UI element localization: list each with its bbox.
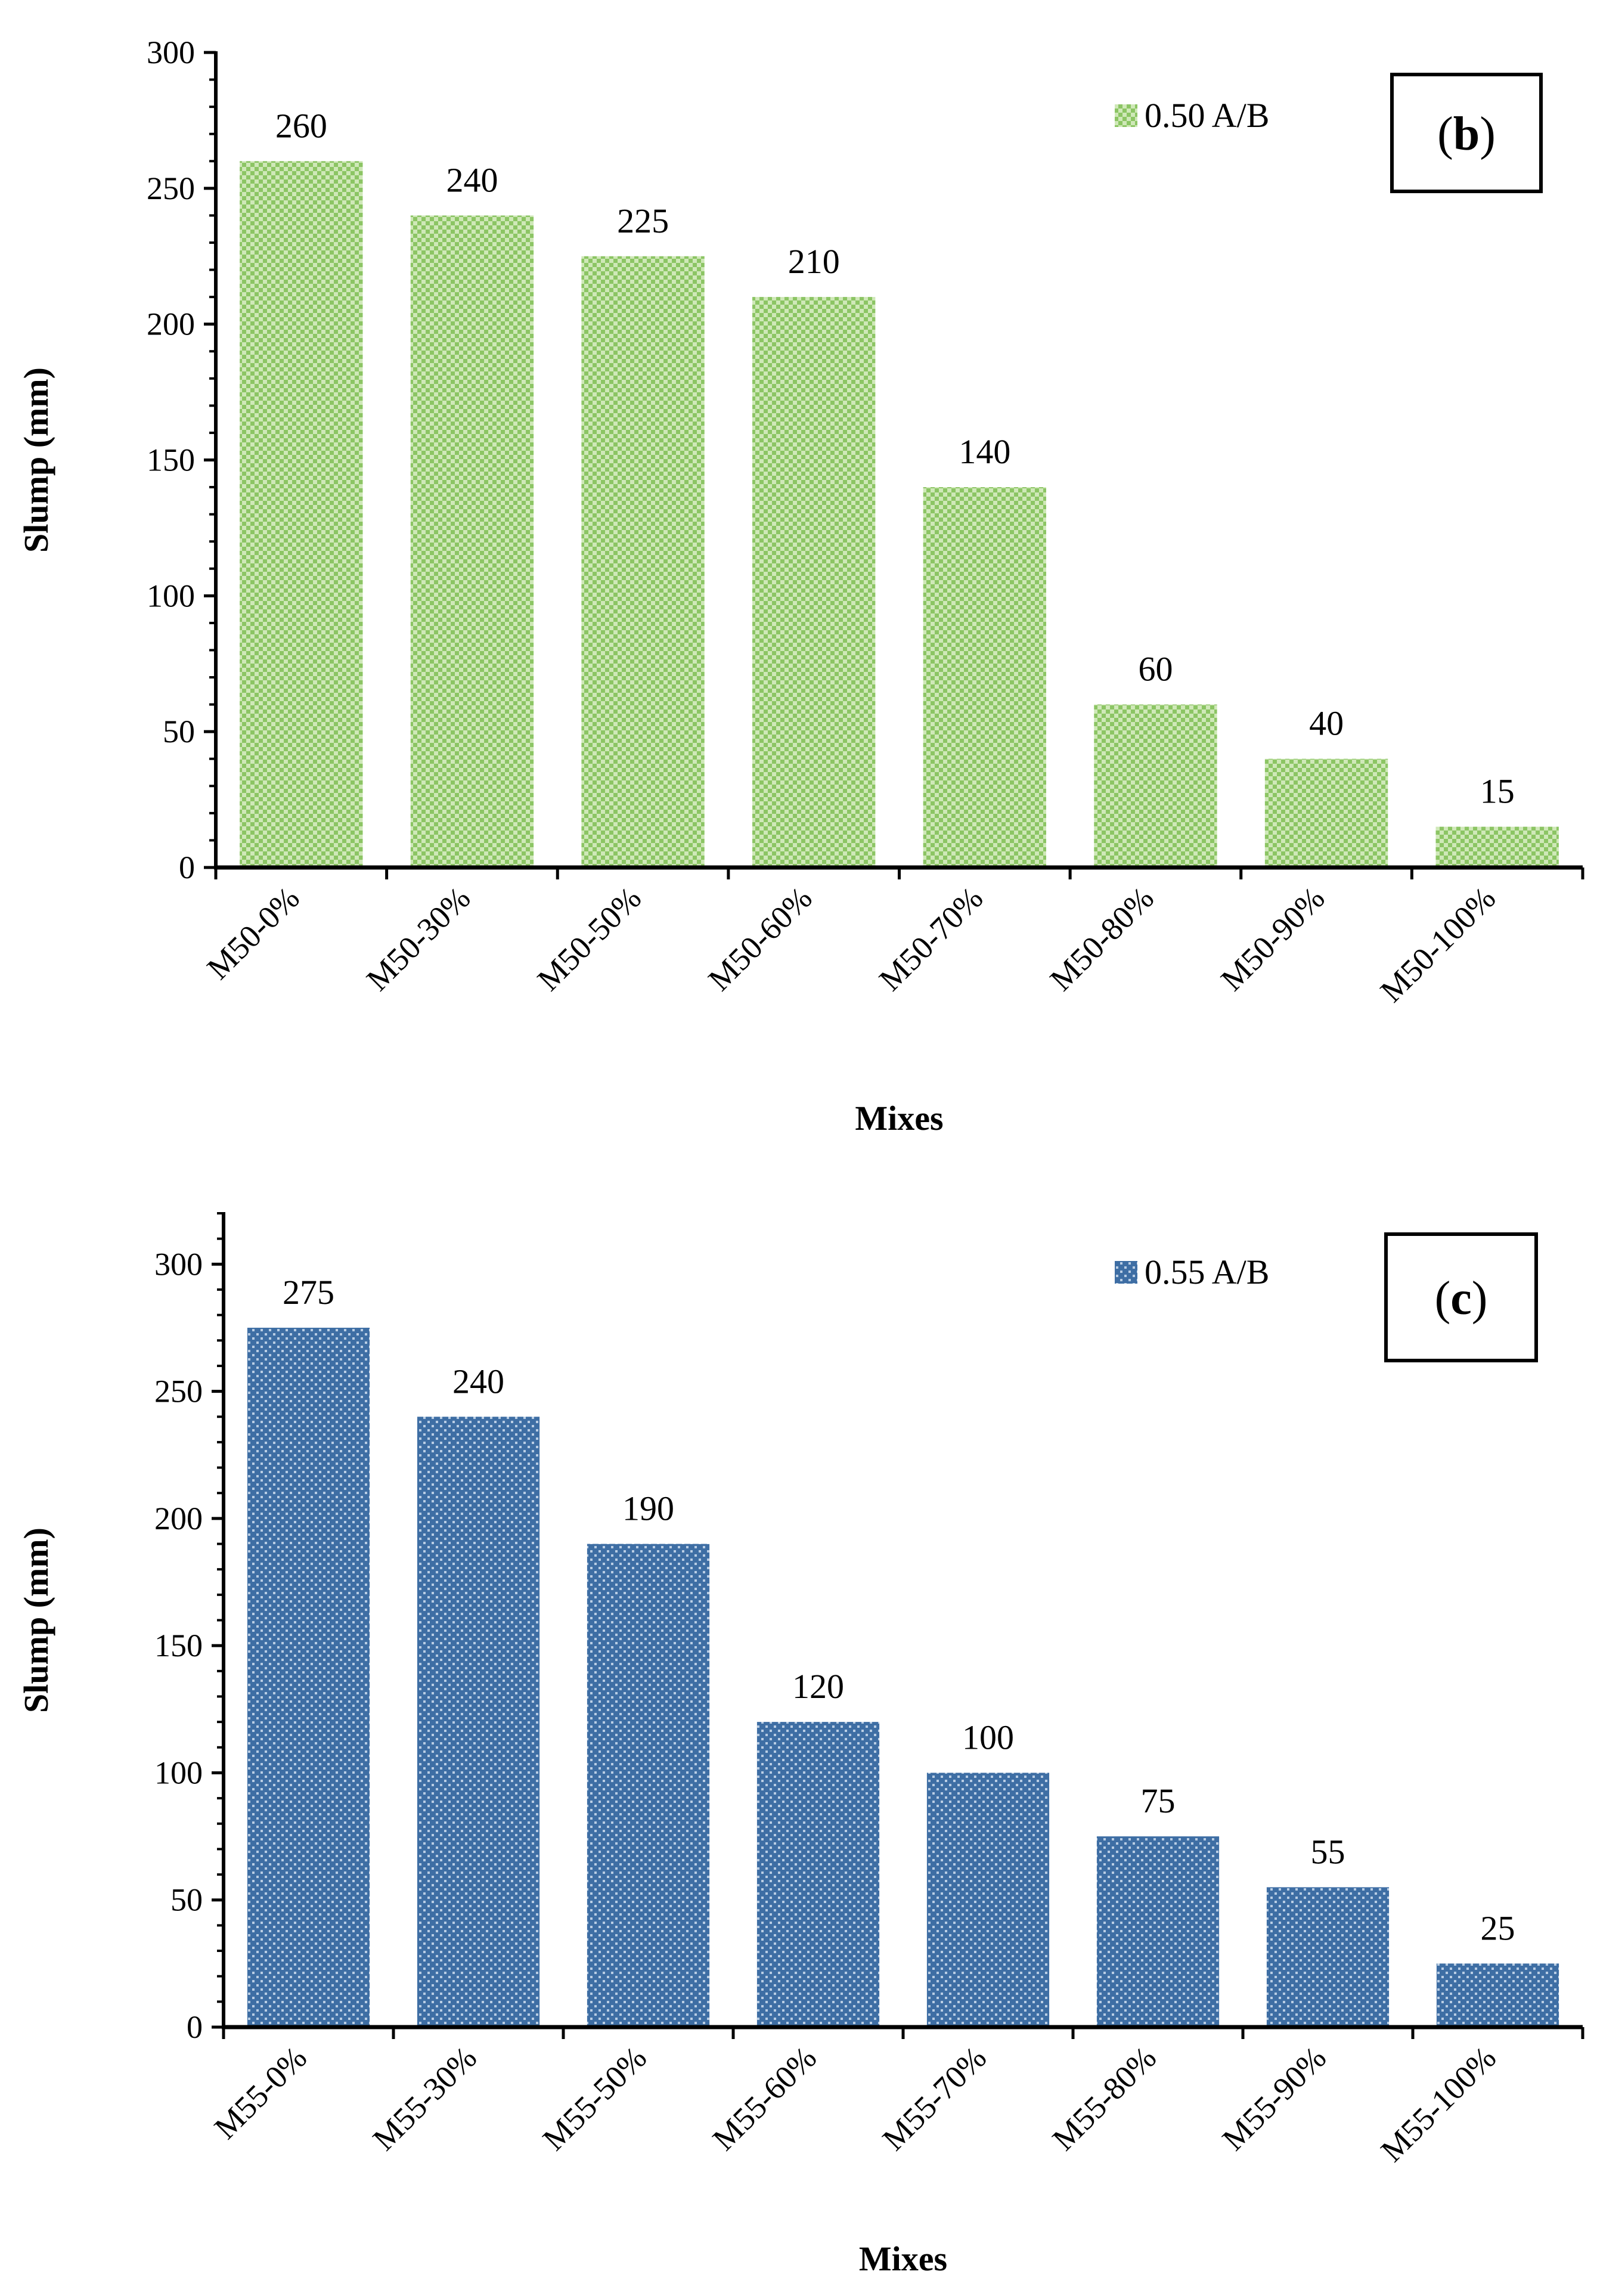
panel-label: (b) [1437,108,1496,160]
y-axis-title: Slump (mm) [17,367,55,553]
x-tick-label-M55-60%: M55-60% [706,2040,823,2157]
y-tick-label: 200 [154,1501,203,1536]
x-tick-label-M50-90%: M50-90% [1214,880,1331,997]
data-label-M50-100%: 15 [1480,772,1515,811]
x-tick-label-M50-0%: M50-0% [200,880,306,986]
x-tick-label-M55-30%: M55-30% [366,2040,483,2157]
x-tick-label-M50-70%: M50-70% [872,880,990,997]
x-tick-label-M50-100%: M50-100% [1373,880,1502,1009]
x-tick-label-M55-80%: M55-80% [1046,2040,1163,2157]
x-tick-label-M55-50%: M55-50% [536,2040,653,2157]
y-tick-label: 250 [147,171,195,206]
x-tick-label-M50-30%: M50-30% [359,880,477,997]
data-label-M55-100%: 25 [1481,1908,1515,1947]
data-label-M55-80%: 75 [1141,1781,1176,1820]
bar-M55-70% [926,1773,1050,2027]
bar-M50-70% [923,487,1046,867]
chart-panel-b: 260240225210140604015050100150200250300M… [17,35,1584,1138]
data-label-M50-90%: 40 [1309,704,1344,743]
bar-M55-60% [756,1722,880,2027]
data-label-M50-60%: 210 [788,242,840,281]
x-axis-title: Mixes [855,1099,943,1138]
data-label-M50-0%: 260 [275,106,327,145]
y-tick-label: 300 [154,1246,203,1282]
legend-label: 0.50 A/B [1145,96,1270,135]
y-tick-label: 100 [147,578,195,613]
x-tick-label-M55-70%: M55-70% [876,2040,993,2157]
data-label-M50-70%: 140 [959,432,1010,471]
legend-swatch [1115,104,1137,127]
bar-M55-90% [1266,1887,1390,2027]
bar-M50-0% [240,161,363,868]
data-label-M55-60%: 120 [792,1667,844,1706]
y-tick-label: 50 [163,714,195,749]
data-label-M55-70%: 100 [962,1718,1014,1756]
legend-label: 0.55 A/B [1145,1253,1270,1291]
bar-M55-50% [587,1544,710,2027]
data-label-M50-30%: 240 [446,160,498,199]
bar-M55-0% [247,1327,370,2027]
y-tick-label: 100 [154,1755,203,1790]
y-tick-label: 50 [170,1882,203,1918]
x-tick-label-M55-0%: M55-0% [207,2040,314,2146]
y-tick-label: 150 [154,1628,203,1663]
y-tick-label: 200 [147,306,195,342]
panel-label-box [1384,1232,1538,1362]
bar-M50-50% [581,256,705,867]
data-label-M55-30%: 240 [452,1362,504,1400]
bar-M55-80% [1096,1836,1220,2027]
legend-swatch [1115,1261,1137,1284]
bar-M55-30% [417,1417,540,2027]
x-axis-title: Mixes [859,2239,947,2278]
x-tick-label-M55-90%: M55-90% [1215,2040,1333,2157]
bar-M50-90% [1264,758,1388,867]
bar-M55-100% [1436,1963,1559,2027]
y-tick-label: 0 [187,2009,203,2045]
y-tick-label: 300 [147,35,195,70]
bar-M50-100% [1435,826,1559,867]
y-tick-label: 0 [179,850,195,885]
x-tick-label-M50-50%: M50-50% [531,880,648,997]
data-label-M50-50%: 225 [617,202,669,240]
y-axis-title: Slump (mm) [17,1527,55,1713]
data-label-M55-90%: 55 [1311,1832,1345,1871]
data-label-M50-80%: 60 [1138,650,1173,689]
data-label-M55-0%: 275 [283,1273,334,1312]
bar-M50-60% [752,297,876,868]
y-tick-label: 250 [154,1374,203,1409]
x-tick-label-M50-60%: M50-60% [701,880,818,997]
y-tick-label: 150 [147,442,195,478]
chart-panel-c: 275240190120100755525050100150200250300M… [17,1212,1584,2278]
bar-M50-30% [410,215,534,867]
data-label-M55-50%: 190 [622,1489,674,1528]
x-tick-label-M50-80%: M50-80% [1043,880,1161,997]
panel-label: (c) [1435,1272,1488,1325]
x-tick-label-M55-100%: M55-100% [1374,2040,1503,2168]
bar-M50-80% [1094,704,1217,867]
panel-label-box [1390,73,1543,193]
